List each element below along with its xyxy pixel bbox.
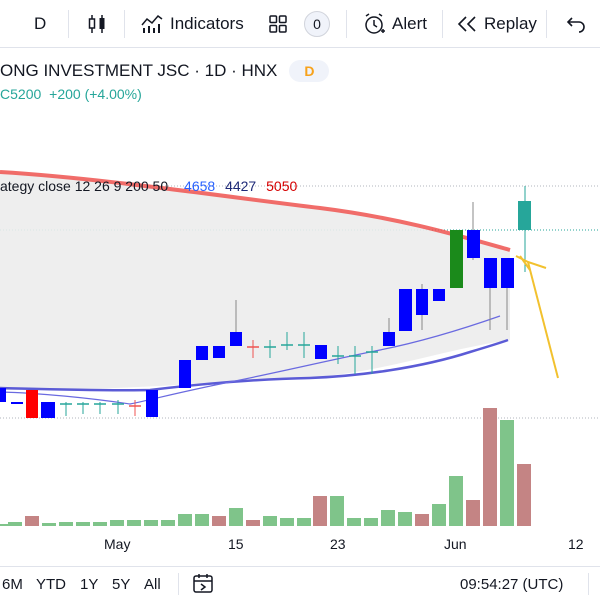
volume-bars xyxy=(0,408,531,526)
range-1y[interactable]: 1Y xyxy=(80,576,99,593)
clock-time[interactable]: 09:54:27 (UTC) xyxy=(460,576,564,593)
ma-fast-line xyxy=(0,315,501,405)
x-axis-label: 23 xyxy=(330,536,346,552)
candle xyxy=(179,360,191,388)
price-chart[interactable] xyxy=(0,0,600,566)
candle xyxy=(0,388,6,402)
x-axis-label: May xyxy=(104,536,131,552)
bottom-divider xyxy=(178,573,179,595)
strategy-label: ategy close 12 26 9 200 50 xyxy=(0,178,169,194)
candle xyxy=(416,289,428,315)
candle xyxy=(230,332,242,346)
layouts-count[interactable]: 0 xyxy=(304,0,330,48)
undo-icon xyxy=(566,15,586,33)
toolbar-divider xyxy=(546,10,547,38)
toolbar-divider xyxy=(442,10,443,38)
x-axis-label: 15 xyxy=(228,536,244,552)
candle xyxy=(146,390,158,417)
date-range-icon[interactable] xyxy=(192,573,216,599)
symbol-title: ONG INVESTMENT JSC · 1D · HNX xyxy=(0,61,278,80)
candle xyxy=(518,201,531,230)
strategy-value-2: 4427 xyxy=(225,178,257,194)
close-value: 5200 xyxy=(10,86,42,102)
ma-band xyxy=(0,172,510,390)
indicators-button[interactable]: Indicators xyxy=(140,0,244,48)
candle xyxy=(315,345,327,359)
replay-label: Replay xyxy=(484,14,537,33)
strategy-value-1: 4658 xyxy=(184,178,216,194)
annotation-arrow xyxy=(515,255,559,379)
indicators-icon xyxy=(140,13,164,35)
candles xyxy=(0,186,531,418)
x-axis-label: 12 xyxy=(568,536,584,552)
candle xyxy=(383,332,395,346)
ma-slow-line xyxy=(0,338,509,392)
toolbar-divider xyxy=(346,10,347,38)
layouts-count-badge: 0 xyxy=(304,11,330,37)
toolbar-divider xyxy=(124,10,125,38)
ohlc-legend: C5200 +200 (+4.00%) xyxy=(0,86,142,102)
layouts-icon xyxy=(268,14,288,34)
candle xyxy=(467,230,480,258)
candle xyxy=(11,402,23,404)
alert-button[interactable]: Alert xyxy=(362,0,427,48)
alert-label: Alert xyxy=(392,14,427,33)
change-value: +200 (+4.00%) xyxy=(49,86,142,102)
candle xyxy=(399,289,412,331)
bottom-divider xyxy=(588,573,589,595)
interval-button[interactable]: D xyxy=(34,0,46,48)
toolbar-divider xyxy=(68,10,69,38)
strategy-value-3: 5050 xyxy=(266,178,298,194)
indicators-label: Indicators xyxy=(170,14,244,33)
delayed-badge: D xyxy=(289,60,330,82)
range-ytd[interactable]: YTD xyxy=(36,576,66,593)
interval-label: D xyxy=(34,14,47,33)
alert-icon xyxy=(362,12,386,36)
candle xyxy=(41,402,55,418)
range-6m[interactable]: 6M xyxy=(2,576,23,593)
candle xyxy=(196,346,208,360)
candle xyxy=(450,230,463,288)
candle xyxy=(26,390,38,418)
chart-type-button[interactable] xyxy=(86,0,108,48)
replay-button[interactable]: Replay xyxy=(456,0,537,48)
replay-icon xyxy=(456,15,478,33)
symbol-legend[interactable]: ONG INVESTMENT JSC · 1D · HNX D xyxy=(0,58,330,84)
top-toolbar: D Indicators xyxy=(0,0,600,48)
range-5y[interactable]: 5Y xyxy=(112,576,131,593)
close-prefix: C xyxy=(0,86,11,102)
candle xyxy=(213,346,225,358)
x-axis-label: Jun xyxy=(444,536,467,552)
strategy-legend[interactable]: ategy close 12 26 9 200 50 4658 4427 505… xyxy=(0,178,297,194)
range-all[interactable]: All xyxy=(144,576,161,593)
candles-icon xyxy=(86,13,108,35)
layouts-button[interactable] xyxy=(268,0,288,48)
candle xyxy=(484,258,497,288)
candle xyxy=(501,258,514,288)
candle xyxy=(433,289,445,301)
bottom-toolbar: 6M YTD 1Y 5Y All 09:54:27 (UTC) xyxy=(0,566,600,600)
undo-button[interactable] xyxy=(566,0,586,48)
